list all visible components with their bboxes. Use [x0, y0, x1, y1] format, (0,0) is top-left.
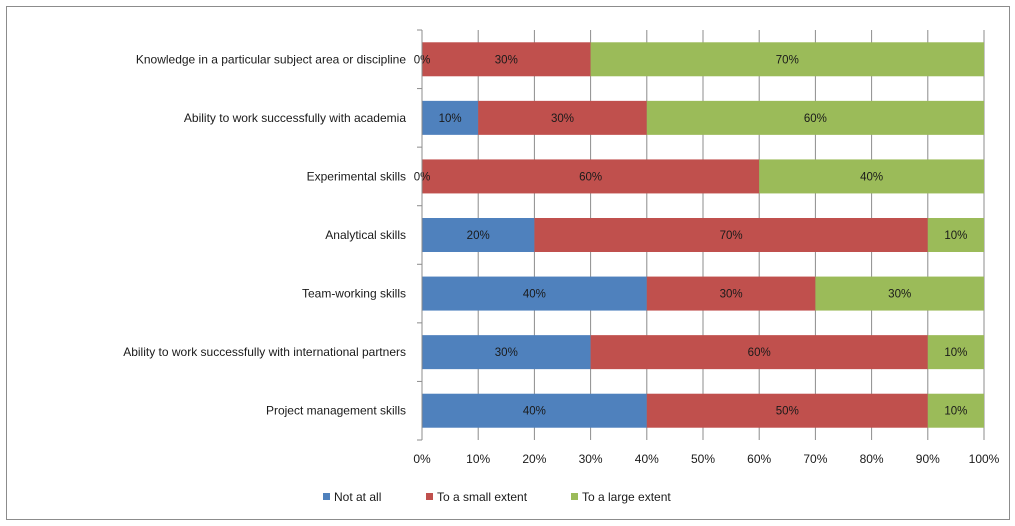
category-label: Knowledge in a particular subject area o… [136, 52, 406, 66]
x-tick-label: 30% [579, 452, 603, 466]
x-tick-label: 100% [969, 452, 1000, 466]
bar-segment-to-a-small-extent [646, 276, 816, 311]
label-layer: 0% 30% 70%10% 30% 60%0% 60% 40%20% 70% 10%40% 30%… [414, 54, 968, 417]
legend-label: To a small extent [437, 490, 528, 504]
data-label: 50% [776, 406, 799, 418]
bar-segment-to-a-small-extent [422, 159, 760, 194]
data-label: 10% [439, 113, 462, 125]
legend-label: Not at all [334, 490, 381, 504]
bar-segment-to-a-large-extent [927, 335, 984, 370]
data-label: 10% [944, 347, 967, 359]
category-label: Experimental skills [307, 169, 406, 183]
data-label: 10% [944, 230, 967, 242]
x-tick-label: 20% [522, 452, 546, 466]
x-tick-label: 50% [691, 452, 715, 466]
data-label: 70% [776, 54, 799, 66]
data-label: 30% [495, 54, 518, 66]
bar-segment-to-a-small-extent [534, 218, 928, 252]
bar-segment-to-a-large-extent [590, 42, 984, 77]
category-label: Team-working skills [302, 287, 406, 301]
x-tick-label: 10% [466, 452, 490, 466]
data-label: 60% [579, 171, 602, 183]
bar-segment-not-at-all [422, 335, 591, 370]
data-label: 30% [551, 113, 574, 125]
bar-segment-not-at-all [422, 100, 479, 135]
bar-segment-to-a-small-extent [646, 393, 928, 428]
data-label: 10% [944, 406, 967, 418]
category-label: Analytical skills [325, 228, 406, 242]
data-label: 40% [523, 289, 546, 301]
chart-frame [6, 6, 1010, 520]
x-tick-label: 40% [635, 452, 659, 466]
data-label: 30% [720, 289, 743, 301]
bar-layer [422, 42, 984, 428]
data-label: 70% [720, 230, 743, 242]
bar-segment-to-a-large-extent [927, 393, 984, 428]
bar-segment-to-a-small-extent [590, 335, 928, 370]
bar-segment-not-at-all [422, 393, 647, 428]
legend-swatch-to-a-small-extent [426, 493, 433, 500]
bar-segment-to-a-small-extent [478, 100, 647, 135]
data-label: 60% [804, 113, 827, 125]
data-label: 30% [495, 347, 518, 359]
data-label: 40% [523, 406, 546, 418]
bar-segment-to-a-large-extent [646, 100, 984, 135]
axis-layer: 0% 10% 20% 30% 40% 50% 60% 70% 80% 90% 100% Knowled… [123, 29, 1000, 466]
bar-segment-to-a-small-extent [422, 42, 591, 77]
category-label: Project management skills [266, 404, 406, 418]
legend: Not at all To a small extent To a large ex… [323, 490, 671, 504]
x-tick-label: 80% [860, 452, 884, 466]
bar-segment-to-a-large-extent [815, 276, 984, 311]
data-label: 60% [748, 347, 771, 359]
x-tick-label: 0% [413, 452, 431, 466]
category-label: Ability to work successfully with academ… [184, 111, 406, 125]
legend-swatch-not-at-all [323, 493, 330, 500]
x-tick-label: 90% [916, 452, 940, 466]
bar-segment-not-at-all [422, 276, 647, 311]
x-tick-label: 60% [747, 452, 771, 466]
legend-swatch-to-a-large-extent [571, 493, 578, 500]
x-tick-label: 70% [803, 452, 827, 466]
data-label: 40% [860, 171, 883, 183]
bar-segment-to-a-large-extent [927, 218, 984, 252]
data-label: 30% [888, 289, 911, 301]
category-label: Ability to work successfully with intern… [123, 345, 406, 359]
data-label: 20% [467, 230, 490, 242]
bar-segment-to-a-large-extent [759, 159, 984, 194]
bar-segment-not-at-all [422, 218, 535, 252]
legend-label: To a large extent [582, 490, 671, 504]
